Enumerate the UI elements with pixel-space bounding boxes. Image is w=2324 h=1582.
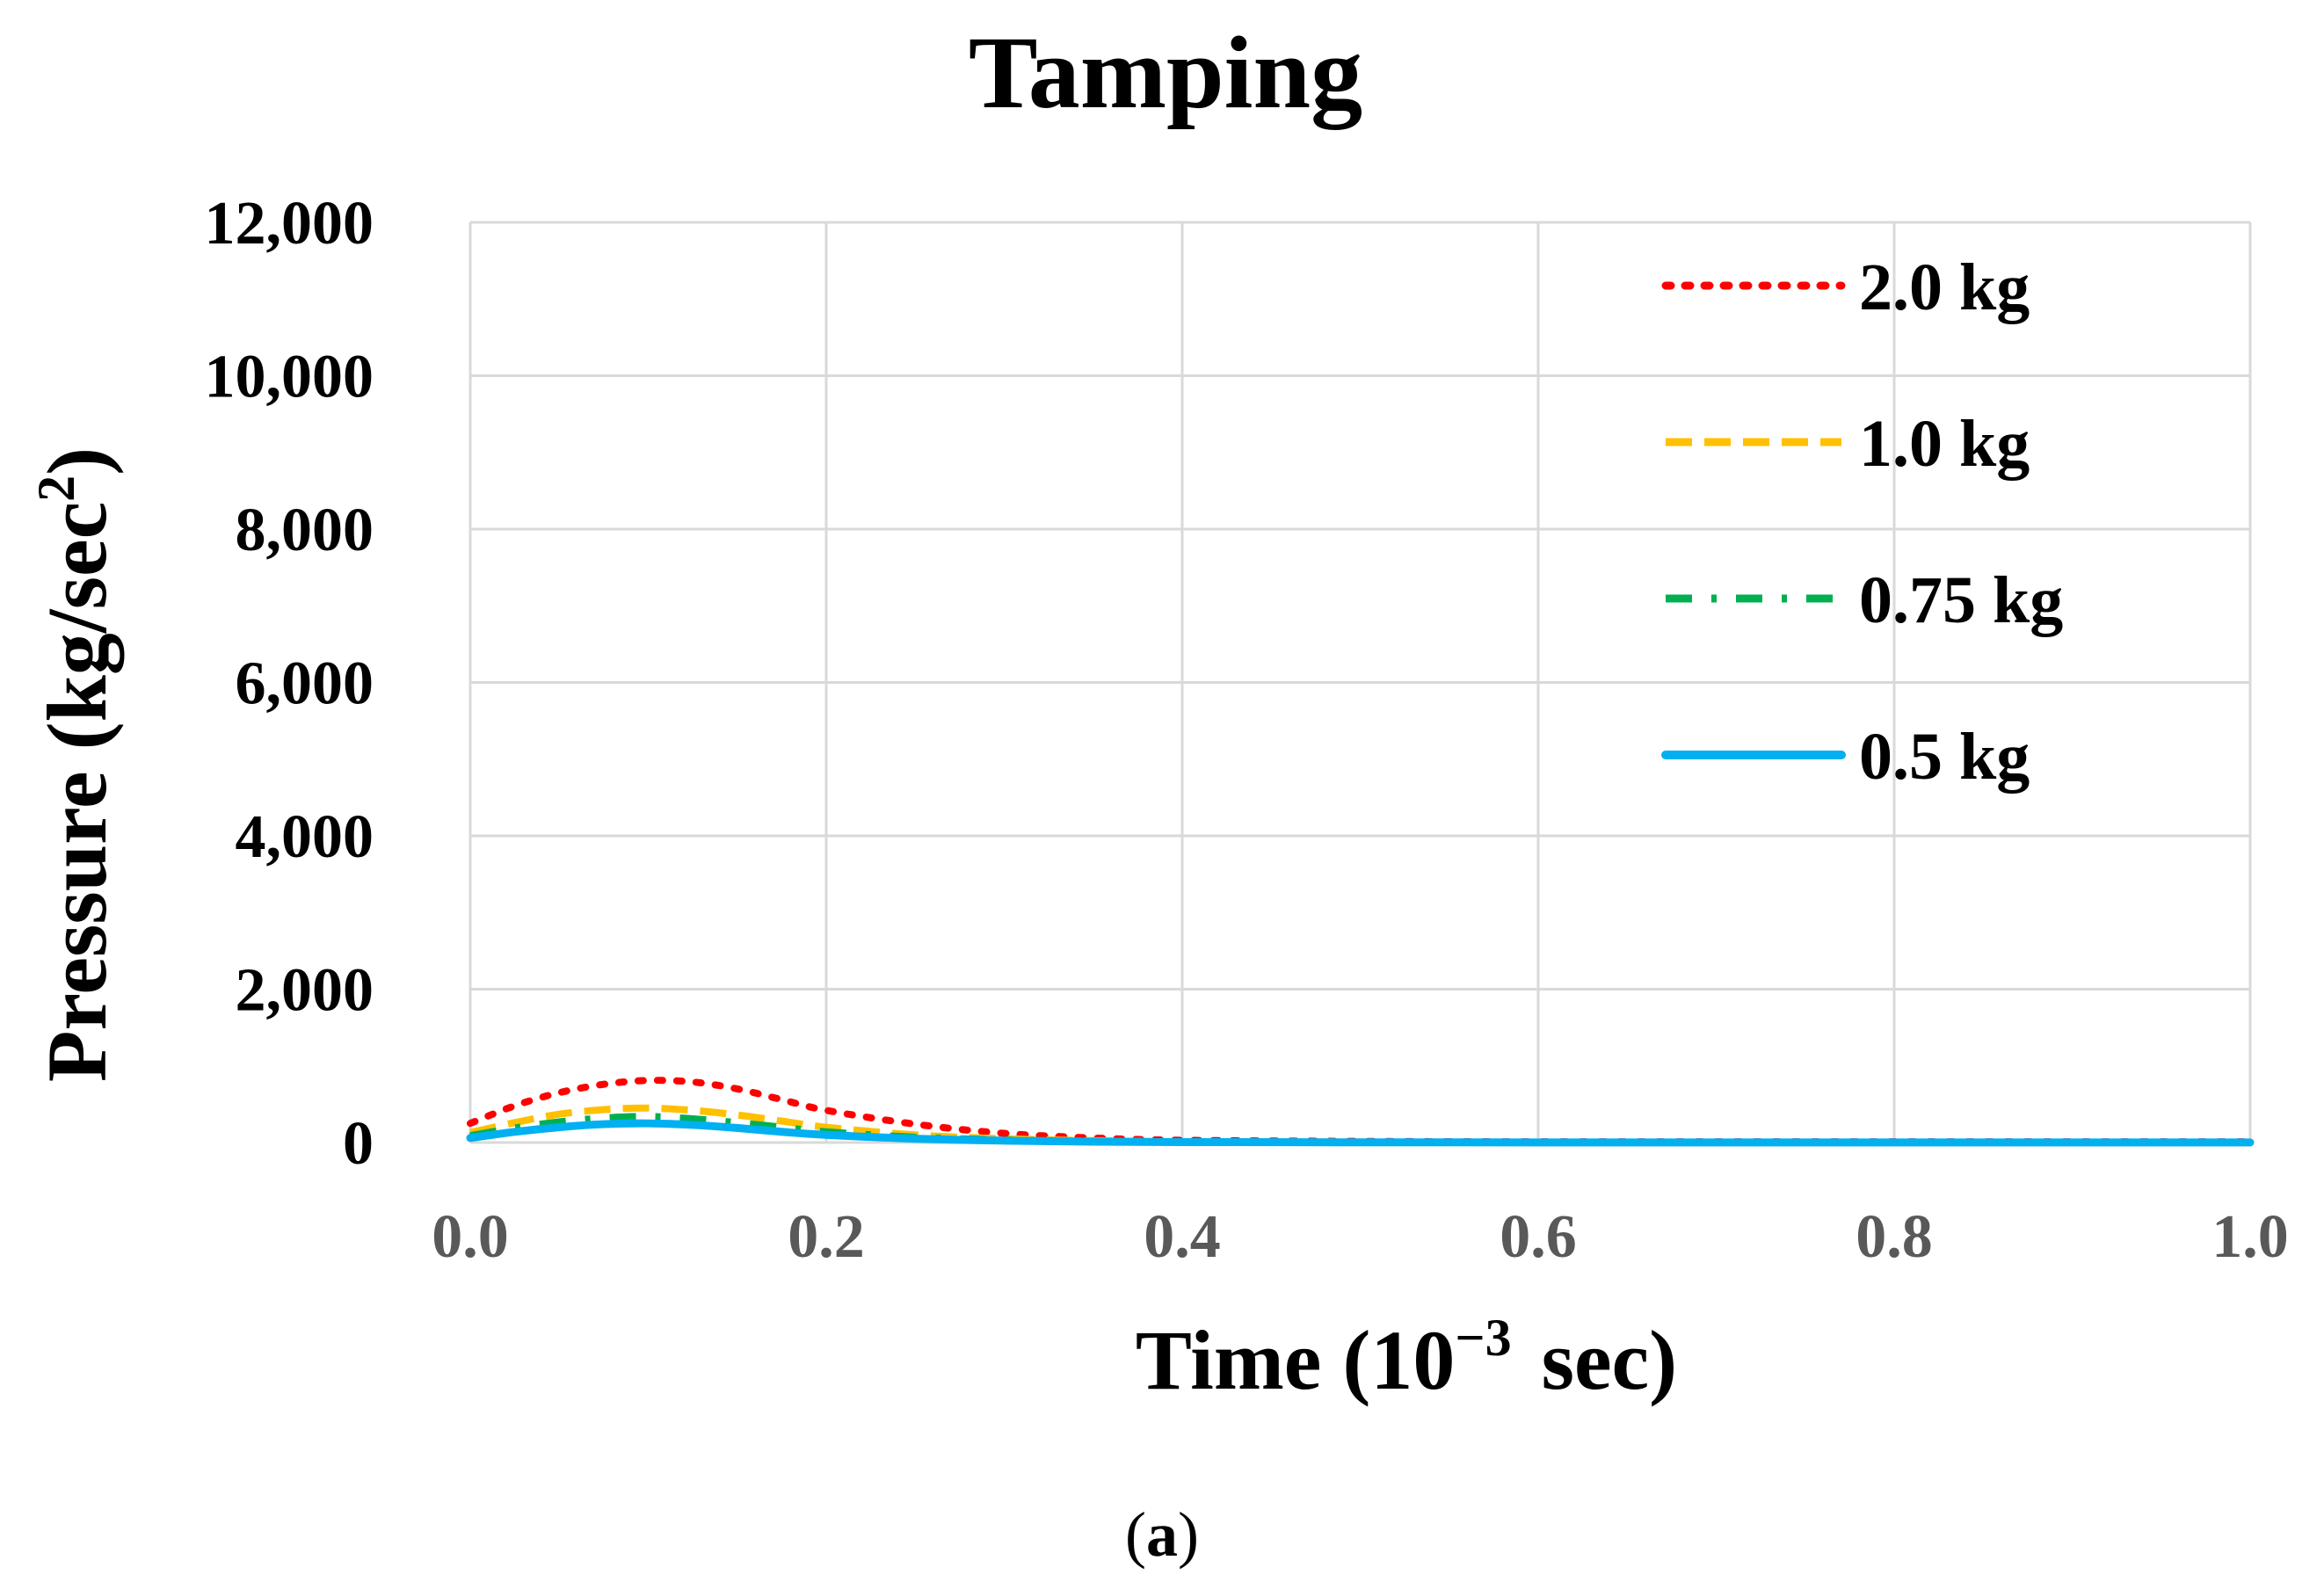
series-lines: [466, 1077, 2255, 1147]
grid: [468, 221, 2252, 1144]
y-tick-label: 6,000: [236, 650, 374, 718]
x-axis-label: Time (10−3 sec): [1136, 1309, 1677, 1407]
series-line: [466, 1119, 2255, 1147]
x-tick-label: 0.6: [1500, 1203, 1577, 1271]
y-axis-label-close: ): [30, 447, 124, 475]
y-tick-label: 4,000: [236, 803, 374, 871]
chart-title: Tamping: [969, 15, 1362, 130]
series-line: [469, 1104, 2250, 1146]
x-tick-label: 1.0: [2211, 1203, 2289, 1271]
y-axis-label-text: Pressure (kg/sec: [30, 502, 124, 1082]
y-axis-ticks: 0 2,000 4,000 6,000 8,000 10,000 12,000: [205, 190, 374, 1178]
x-tick-label: 0.4: [1144, 1203, 1221, 1271]
figure-caption: (a): [1125, 1499, 1199, 1570]
x-axis-unit-exponent: −3: [1455, 1309, 1511, 1367]
series-line: [467, 1077, 2254, 1146]
y-axis-label-exponent: 2: [27, 475, 85, 502]
x-tick-label: 0.8: [1856, 1203, 1933, 1271]
legend-label: 2.0 kg: [1859, 250, 2030, 324]
y-tick-label: 10,000: [205, 344, 374, 411]
x-tick-label: 0.2: [788, 1203, 865, 1271]
caption-letter: a: [1146, 1499, 1178, 1570]
x-axis-label-text: Time: [1136, 1313, 1322, 1407]
caption-close: ): [1178, 1499, 1199, 1570]
legend-label: 0.5 kg: [1859, 720, 2030, 794]
x-axis-ticks: 0.0 0.2 0.4 0.6 0.8 1.0: [432, 1203, 2289, 1271]
caption-open: (: [1125, 1499, 1146, 1570]
y-tick-label: 0: [343, 1110, 374, 1178]
x-tick-label: 0.0: [432, 1203, 509, 1271]
legend: 2.0 kg 1.0 kg 0.75 kg 0.5 kg: [1661, 250, 2063, 794]
y-tick-label: 8,000: [236, 497, 374, 564]
y-tick-label: 2,000: [236, 957, 374, 1025]
x-axis-unit-close: sec): [1542, 1313, 1678, 1407]
y-axis-label: Pressure (kg/sec2): [27, 447, 124, 1082]
legend-label: 0.75 kg: [1859, 563, 2063, 637]
legend-label: 1.0 kg: [1859, 407, 2030, 481]
x-axis-unit-open: (10: [1342, 1313, 1455, 1407]
y-tick-label: 12,000: [205, 190, 374, 258]
